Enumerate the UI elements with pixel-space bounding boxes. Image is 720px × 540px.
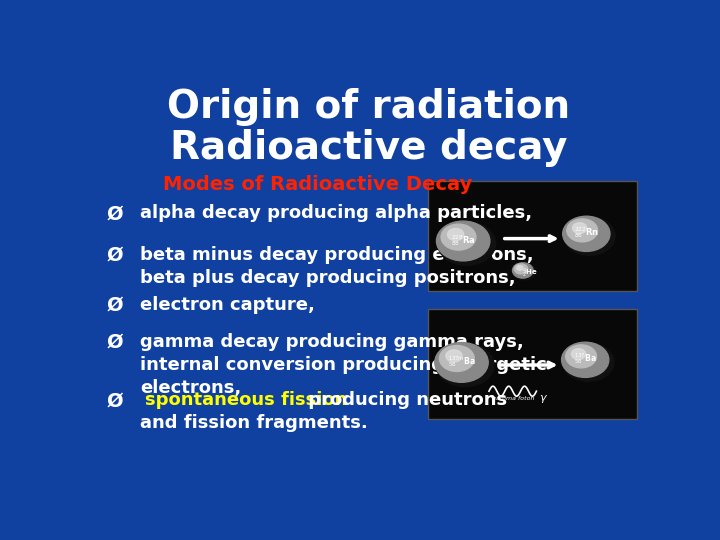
- Text: Ø: Ø: [107, 333, 123, 352]
- Text: gamma foton: gamma foton: [492, 396, 534, 401]
- Circle shape: [448, 228, 464, 240]
- Circle shape: [562, 343, 614, 381]
- Text: $\gamma$: $\gamma$: [539, 393, 548, 406]
- Circle shape: [572, 222, 587, 233]
- Circle shape: [517, 266, 523, 271]
- Text: producing neutrons: producing neutrons: [302, 391, 507, 409]
- Text: $^{228}_{88}$Ra: $^{228}_{88}$Ra: [451, 233, 477, 248]
- Circle shape: [436, 221, 490, 261]
- Bar: [428, 181, 636, 292]
- Circle shape: [513, 263, 533, 278]
- Bar: [428, 309, 636, 419]
- Text: gamma decay producing gamma rays,: gamma decay producing gamma rays,: [140, 333, 524, 351]
- Circle shape: [441, 224, 476, 250]
- Circle shape: [446, 350, 462, 362]
- Circle shape: [564, 217, 615, 255]
- Circle shape: [572, 349, 586, 360]
- Text: Radioactive decay: Radioactive decay: [170, 129, 568, 167]
- Text: Ø: Ø: [107, 295, 123, 315]
- Circle shape: [435, 342, 488, 382]
- Text: $^{137m}_{56}$Ba: $^{137m}_{56}$Ba: [449, 354, 476, 369]
- Circle shape: [562, 342, 609, 377]
- Text: Origin of radiation: Origin of radiation: [168, 87, 570, 126]
- Text: Modes of Radioactive Decay: Modes of Radioactive Decay: [163, 175, 472, 194]
- Text: beta plus decay producing positrons,: beta plus decay producing positrons,: [140, 268, 516, 287]
- Text: and fission fragments.: and fission fragments.: [140, 414, 368, 432]
- Circle shape: [436, 343, 494, 387]
- Text: electrons,: electrons,: [140, 379, 241, 397]
- Circle shape: [438, 222, 495, 265]
- Text: $^{222}_{86}$Rn: $^{222}_{86}$Rn: [574, 225, 599, 240]
- Text: electron capture,: electron capture,: [140, 295, 315, 314]
- Text: internal conversion producing energetic: internal conversion producing energetic: [140, 356, 547, 374]
- Circle shape: [513, 263, 535, 280]
- Circle shape: [566, 345, 596, 368]
- Text: $^{137}_{56}$Ba: $^{137}_{56}$Ba: [574, 352, 597, 366]
- Text: Ø: Ø: [107, 391, 123, 410]
- Text: alpha decay producing alpha particles,: alpha decay producing alpha particles,: [140, 204, 532, 222]
- Circle shape: [514, 264, 528, 274]
- Circle shape: [563, 216, 610, 252]
- Circle shape: [439, 346, 474, 372]
- Text: $^{4}_{2}$He: $^{4}_{2}$He: [522, 267, 538, 280]
- Text: Ø: Ø: [107, 204, 123, 223]
- Text: beta minus decay producing electrons,: beta minus decay producing electrons,: [140, 246, 534, 264]
- Text: Ø: Ø: [107, 246, 123, 265]
- Circle shape: [567, 219, 598, 242]
- Text: spontaneous fission: spontaneous fission: [145, 391, 348, 409]
